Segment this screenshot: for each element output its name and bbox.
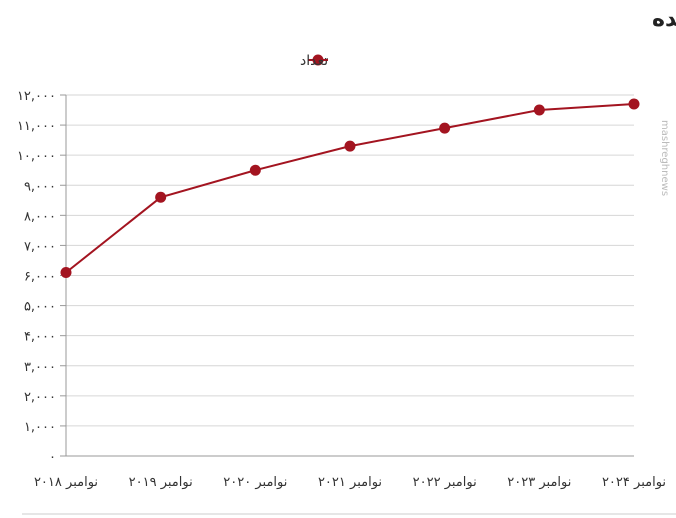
x-tick-label: نوامبر ۲۰۱۹: [129, 475, 193, 490]
y-tick-labels: ۰ ۱,۰۰۰ ۲,۰۰۰ ۳,۰۰۰ ۴,۰۰۰ ۵,۰۰۰ ۶,۰۰۰ ۷,۰۰۰ ۸,۰۰…: [17, 89, 56, 465]
x-tick-label: نوامبر ۲۰۲۲: [413, 475, 477, 490]
data-point: [250, 165, 261, 176]
y-tick-label: ۳,۰۰۰: [24, 360, 56, 375]
y-tick-label: ۱۰,۰۰۰: [17, 149, 56, 164]
x-tick-label: نوامبر ۲۰۲۳: [507, 475, 571, 490]
data-point: [629, 99, 640, 110]
legend-label: تعداد: [300, 53, 328, 69]
watermark: mashreghnews: [659, 120, 670, 196]
y-tick-label: ۵,۰۰۰: [24, 300, 56, 315]
y-tick-label: ۷,۰۰۰: [24, 239, 56, 254]
y-tick-label: ۱۲,۰۰۰: [17, 89, 56, 104]
y-tick-label: ۱۱,۰۰۰: [17, 119, 56, 134]
legend: تعداد: [300, 53, 328, 69]
data-point: [155, 192, 166, 203]
series-line-path: [66, 104, 634, 273]
chart-title: سانتریفیوژهای نصب شده: [652, 7, 676, 32]
y-tick-label: ۴,۰۰۰: [24, 330, 56, 345]
data-point: [61, 267, 72, 278]
data-point: [439, 123, 450, 134]
y-tick-label: ۲,۰۰۰: [24, 390, 56, 405]
y-tick-label: ۶,۰۰۰: [24, 270, 56, 285]
data-point: [534, 105, 545, 116]
x-tick-label: نوامبر ۲۰۲۰: [223, 475, 287, 490]
data-point: [345, 141, 356, 152]
x-tick-label: نوامبر ۲۰۱۸: [34, 475, 98, 490]
y-tick-label: ۹,۰۰۰: [24, 179, 56, 194]
y-tick-label: ۸,۰۰۰: [24, 209, 56, 224]
y-tick-label: ۱,۰۰۰: [24, 420, 56, 435]
series-line: [66, 104, 634, 273]
x-tick-label: نوامبر ۲۰۲۱: [318, 475, 382, 490]
x-tick-label: نوامبر ۲۰۲۴: [602, 475, 666, 490]
x-tick-labels: نوامبر ۲۰۱۸ نوامبر ۲۰۱۹ نوامبر ۲۰۲۰ نوامبر …: [34, 475, 666, 490]
y-tick-label: ۰: [49, 450, 56, 465]
